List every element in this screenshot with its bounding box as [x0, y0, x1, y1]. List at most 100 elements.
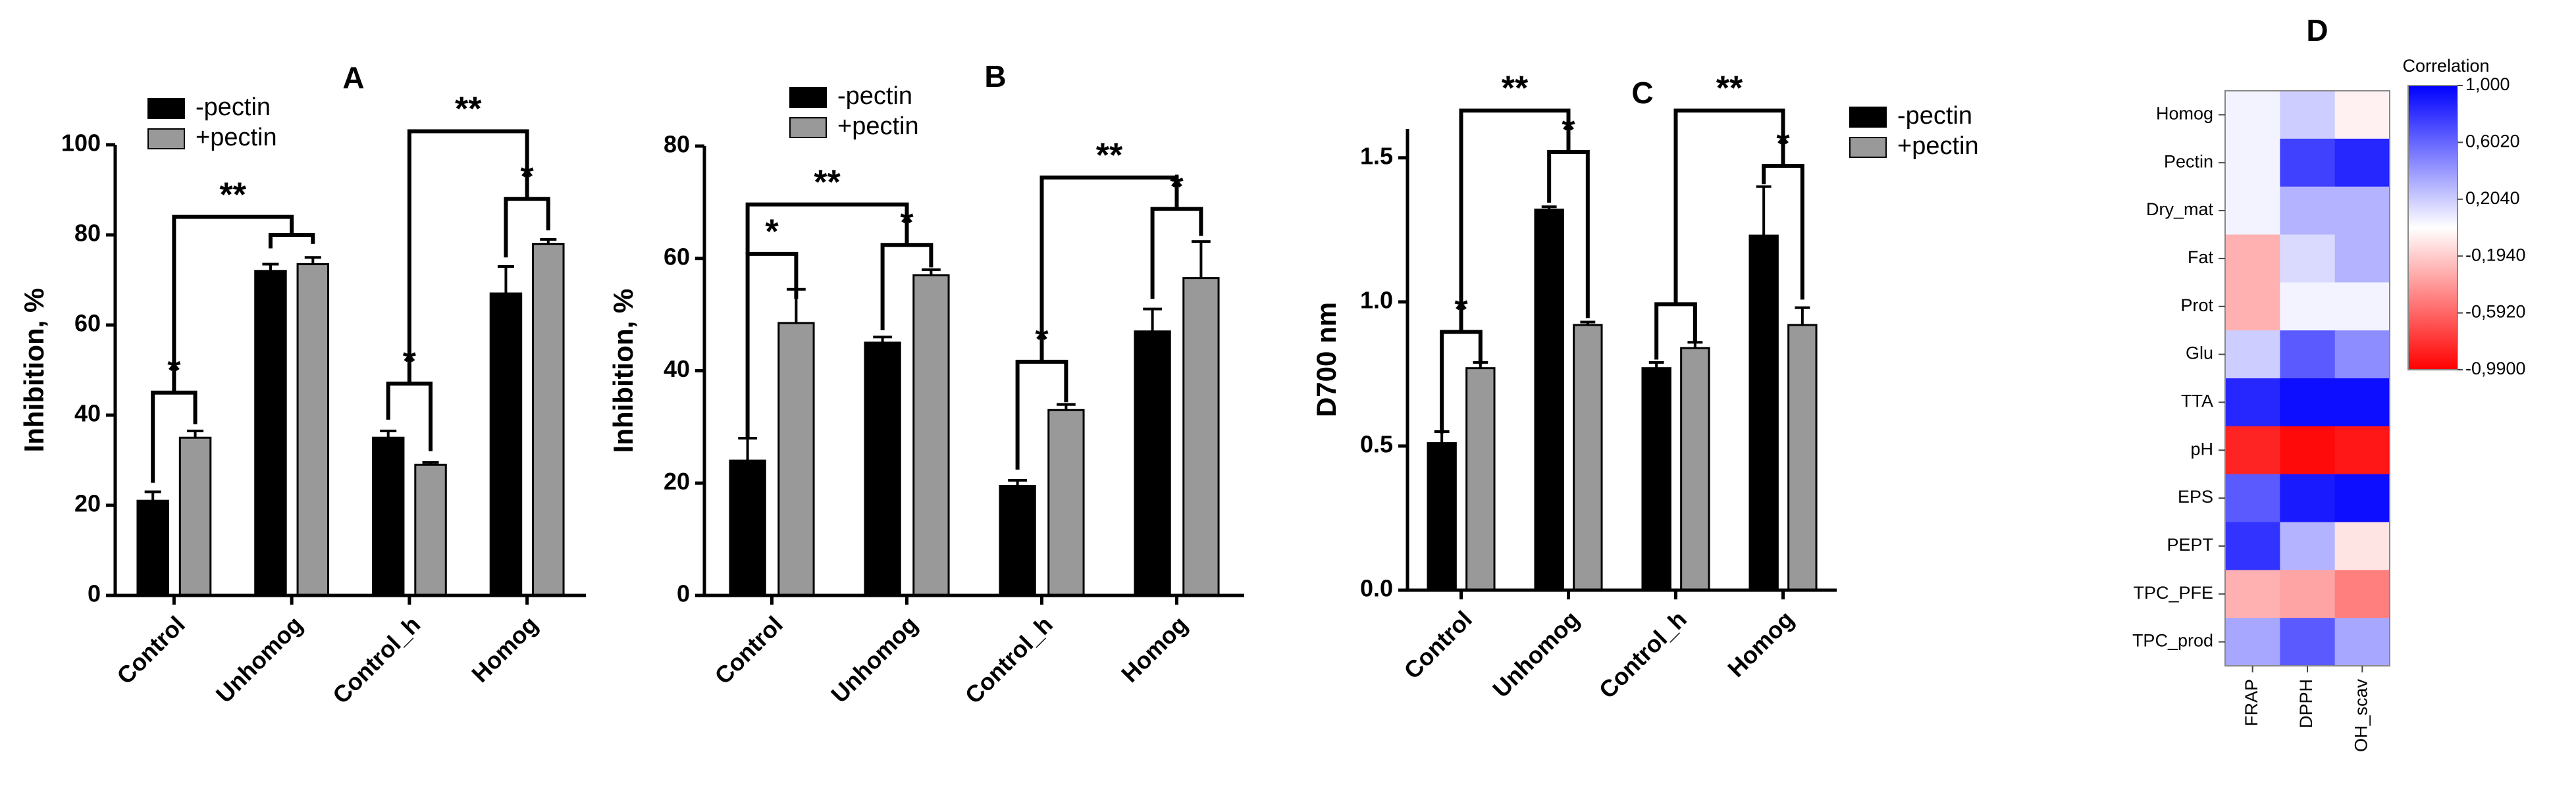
heatmap-cell [2225, 138, 2280, 188]
y-tick-label: 0.0 [1360, 575, 1393, 602]
significance-label: ** [1502, 70, 1529, 108]
heatmap-cell [2280, 186, 2336, 235]
significance-label: * [1562, 111, 1575, 149]
error-bar [422, 461, 439, 465]
error-bar [1434, 430, 1450, 443]
significance-bracket [745, 202, 909, 254]
heatmap-cell [2225, 474, 2280, 522]
significance-bracket [1762, 164, 1804, 300]
row-label: Dry_mat [2146, 199, 2214, 219]
bar [1427, 442, 1457, 591]
legend-label: +pectin [196, 124, 277, 151]
significance-bracket [172, 214, 294, 393]
significance-label: ** [814, 164, 841, 202]
x-tick-label: Control [709, 611, 787, 689]
bar [178, 436, 212, 597]
significance-bracket [268, 233, 315, 249]
y-tick-label: 0 [677, 580, 690, 607]
bar [1182, 277, 1220, 597]
colorbar-label: Correlation [2402, 56, 2489, 76]
heatmap-cell [2280, 570, 2336, 618]
significance-label: * [1170, 168, 1184, 206]
legend-label: -pectin [837, 82, 912, 110]
legend-swatch [147, 98, 185, 119]
heatmap-cell [2225, 378, 2280, 427]
error-bar [144, 490, 161, 501]
column-label: OH_scav [2351, 679, 2371, 753]
heatmap-cell [2225, 330, 2280, 379]
bar [1534, 209, 1564, 591]
bar [1641, 367, 1671, 591]
y-tick-label: 40 [664, 355, 690, 382]
y-axis-label: Inhibition, % [18, 288, 49, 453]
y-axis-label: D700 nm [1311, 302, 1342, 417]
significance-bracket [1547, 150, 1590, 318]
legend-label: +pectin [837, 113, 919, 140]
panel-label: D [2306, 13, 2328, 47]
y-tick-label: 20 [74, 490, 101, 517]
error-bar [304, 256, 321, 264]
row-label: Fat [2188, 247, 2214, 267]
bar [136, 499, 169, 597]
x-tick-label: Homog [1116, 611, 1193, 688]
heatmap-cell [2334, 618, 2390, 666]
significance-label: * [765, 213, 779, 251]
bar [296, 263, 330, 597]
significance-bracket [1673, 108, 1785, 305]
y-tick-label: 20 [664, 468, 690, 495]
x-tick-label: Control_h [327, 611, 425, 709]
significance-bracket [504, 197, 550, 258]
error-bar [873, 336, 892, 343]
heatmap-cell [2280, 330, 2336, 379]
colorbar-tick-label: -0,9900 [2465, 359, 2526, 378]
y-tick-label: 1.0 [1360, 286, 1393, 313]
legend-swatch [789, 117, 827, 138]
bar [1748, 234, 1779, 591]
error-bar [1795, 306, 1810, 325]
bar [1047, 409, 1085, 597]
significance-label: * [1776, 125, 1790, 163]
colorbar-tick-label: 0,6020 [2465, 132, 2520, 151]
heatmap-cell [2334, 570, 2390, 618]
x-tick-label: Homog [1722, 605, 1799, 682]
heatmap-cell [2225, 282, 2280, 331]
error-bar [540, 238, 557, 244]
error-bar [738, 436, 757, 461]
heatmap-cell [2334, 522, 2390, 570]
y-tick-label: 60 [74, 310, 101, 337]
heatmap-cell [2280, 234, 2336, 283]
error-bar [1580, 320, 1596, 325]
bar [371, 436, 405, 597]
bar [1134, 330, 1171, 597]
significance-label: ** [455, 90, 482, 128]
significance-label: ** [220, 176, 247, 214]
heatmap-cell [2280, 618, 2336, 666]
significance-label: * [900, 204, 914, 242]
y-tick-label: 80 [74, 220, 101, 247]
row-label: Pectin [2164, 151, 2213, 171]
error-bar [380, 429, 397, 438]
bar [1465, 367, 1496, 591]
significance-bracket [407, 129, 529, 384]
bar [1573, 324, 1603, 591]
y-tick-label: 100 [61, 130, 101, 157]
significance-label: ** [1096, 137, 1123, 175]
colorbar-tick-label: 1,000 [2465, 74, 2510, 94]
x-tick-label: Homog [466, 611, 543, 688]
bar [414, 463, 447, 597]
y-tick-label: 80 [664, 131, 690, 158]
bar [912, 274, 950, 597]
significance-label: ** [1716, 70, 1743, 108]
error-bar [1008, 478, 1027, 486]
row-label: PEPT [2167, 535, 2213, 555]
legend-swatch [1849, 137, 1887, 158]
y-tick-label: 40 [74, 400, 101, 427]
bar [999, 485, 1036, 597]
heatmap-cell [2334, 138, 2390, 188]
colorbar-tick-label: -0,1940 [2465, 245, 2526, 264]
bar [1787, 324, 1818, 591]
significance-bracket [1459, 108, 1571, 332]
column-label: FRAP [2242, 679, 2261, 726]
error-bar [1192, 240, 1211, 278]
